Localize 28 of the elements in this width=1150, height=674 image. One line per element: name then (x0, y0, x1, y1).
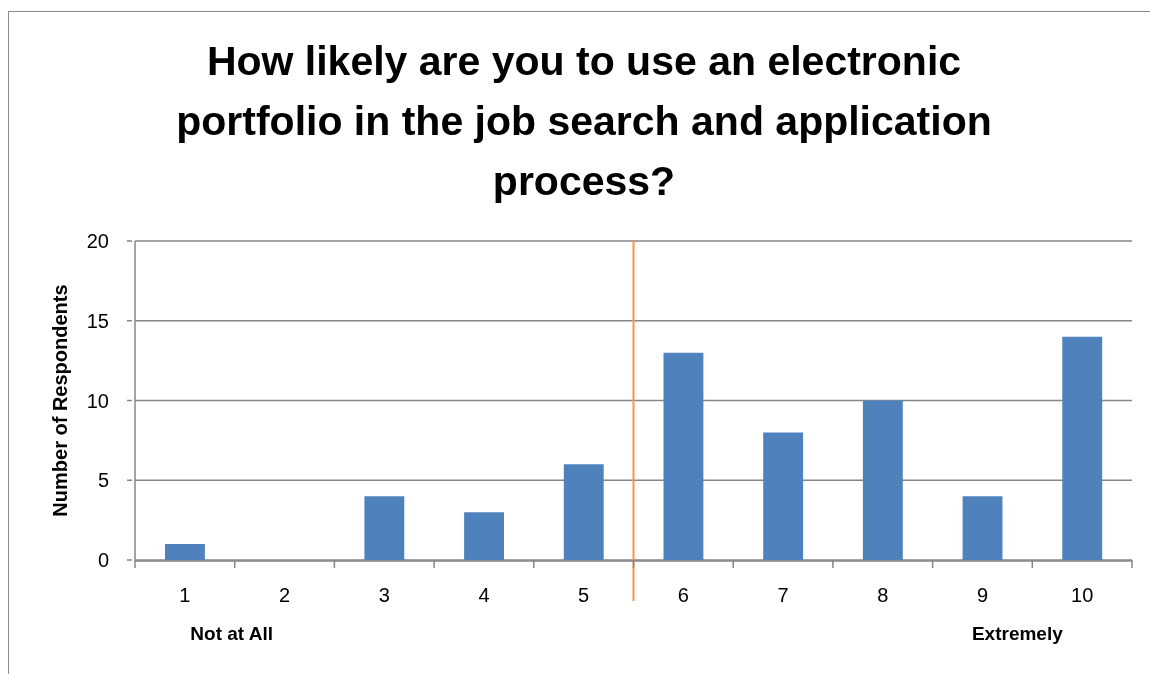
y-tick-label: 0 (97, 549, 109, 571)
text: Extremely (971, 622, 1063, 646)
y-tick-label: 5 (97, 469, 109, 492)
bar (563, 464, 604, 560)
chart-title: How likely are you to use an electronic portfolio in the job search and application process? (175, 37, 993, 206)
x-tick-label: 5 (578, 584, 590, 606)
x-tick-label: 4 (478, 584, 490, 606)
x-tick-label: 6 (677, 584, 689, 606)
y-axis-title: Number of Respondents (49, 284, 71, 517)
y-tick-label: 20 (86, 230, 109, 252)
x-tick-label: 9 (976, 584, 989, 606)
bar (1062, 336, 1103, 560)
x-tick-label: 10 (1071, 584, 1094, 606)
y-tick-label: 15 (86, 309, 109, 332)
bar (165, 544, 205, 560)
bar (962, 496, 1003, 560)
bar (464, 512, 504, 560)
x-tick-label: 8 (877, 584, 889, 606)
y-tick-label: 10 (86, 389, 109, 412)
x-tick-label: 2 (278, 584, 291, 606)
text: Not at All (190, 622, 274, 646)
x-tick-label: 7 (777, 584, 789, 606)
bar (364, 496, 405, 560)
bar (763, 432, 804, 560)
x-tick-label: 3 (378, 584, 390, 606)
bar (862, 400, 903, 560)
bar (663, 352, 704, 560)
x-tick-label: 1 (179, 584, 191, 606)
